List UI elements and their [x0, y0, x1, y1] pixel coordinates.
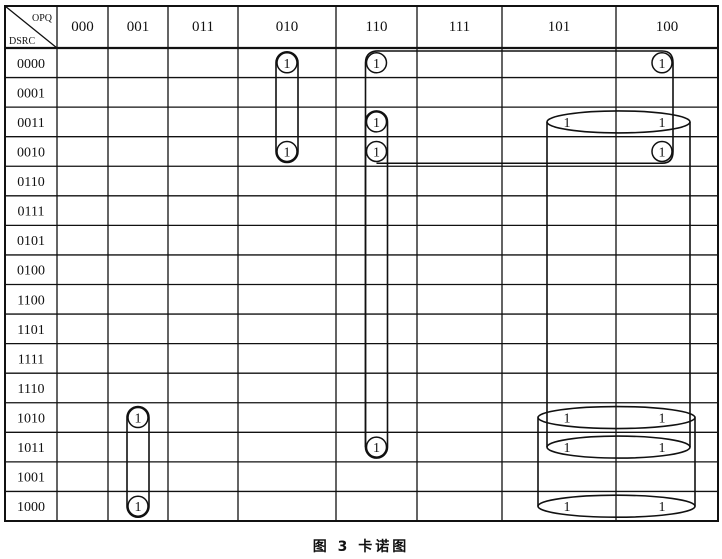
cell-one: 1 [373, 57, 380, 72]
row-header: 0110 [17, 175, 44, 190]
cell-one: 1 [564, 441, 571, 456]
group-loop [364, 50, 674, 448]
cell-one: 1 [284, 57, 291, 72]
one-circle [365, 140, 388, 163]
column-header: 101 [548, 19, 571, 35]
column-header: 100 [656, 19, 679, 35]
cell-one: 1 [373, 441, 380, 456]
row-header: 0111 [18, 205, 45, 220]
cell-one: 1 [373, 116, 380, 131]
column-header: 110 [366, 19, 388, 35]
grid-border [4, 5, 719, 522]
cell-one: 1 [659, 145, 666, 160]
row-header: 0010 [17, 145, 45, 160]
column-header: 001 [127, 19, 150, 35]
one-circle [127, 495, 149, 517]
cell-one: 1 [659, 500, 666, 515]
corner-top-label: OPQ [32, 13, 53, 24]
cell-one: 1 [564, 500, 571, 515]
cell-one: 1 [284, 145, 291, 160]
cell-one: 1 [659, 116, 666, 131]
cell-one: 1 [564, 116, 571, 131]
one-circle [276, 52, 298, 74]
one-circle [365, 52, 388, 74]
cell-one: 1 [135, 500, 142, 515]
one-circle [127, 406, 149, 429]
row-header: 0011 [17, 116, 44, 131]
group-loop [126, 405, 150, 519]
row-header: 1100 [17, 293, 44, 308]
column-header: 000 [71, 19, 94, 35]
row-header: 0001 [17, 86, 45, 101]
group-loop [275, 50, 299, 164]
row-header: 1000 [17, 500, 45, 515]
cell-one: 1 [659, 441, 666, 456]
corner-bottom-label: DSRC [9, 36, 35, 47]
row-header: 0000 [17, 57, 45, 72]
row-header: 1010 [17, 412, 45, 427]
row-header: 0101 [17, 234, 45, 249]
figure-caption: 图 3 卡诺图 [312, 539, 410, 555]
one-circle [651, 140, 673, 163]
row-header: 1110 [18, 382, 45, 397]
cell-one: 1 [564, 412, 571, 427]
column-header: 010 [276, 19, 299, 35]
cell-one: 1 [373, 145, 380, 160]
row-header: 1101 [17, 323, 44, 338]
cell-one: 1 [659, 57, 666, 72]
one-circle [651, 52, 673, 74]
column-header: 111 [449, 19, 470, 35]
one-circle [276, 140, 298, 163]
row-header: 0100 [17, 264, 45, 279]
cell-one: 1 [135, 412, 142, 427]
cell-one: 1 [659, 412, 666, 427]
row-header: 1011 [17, 441, 44, 456]
column-header: 011 [192, 19, 214, 35]
corner-diagonal [4, 5, 58, 49]
row-header: 1001 [17, 471, 45, 486]
one-circle [365, 436, 388, 458]
one-circle [365, 111, 388, 133]
row-header: 1111 [18, 352, 44, 367]
